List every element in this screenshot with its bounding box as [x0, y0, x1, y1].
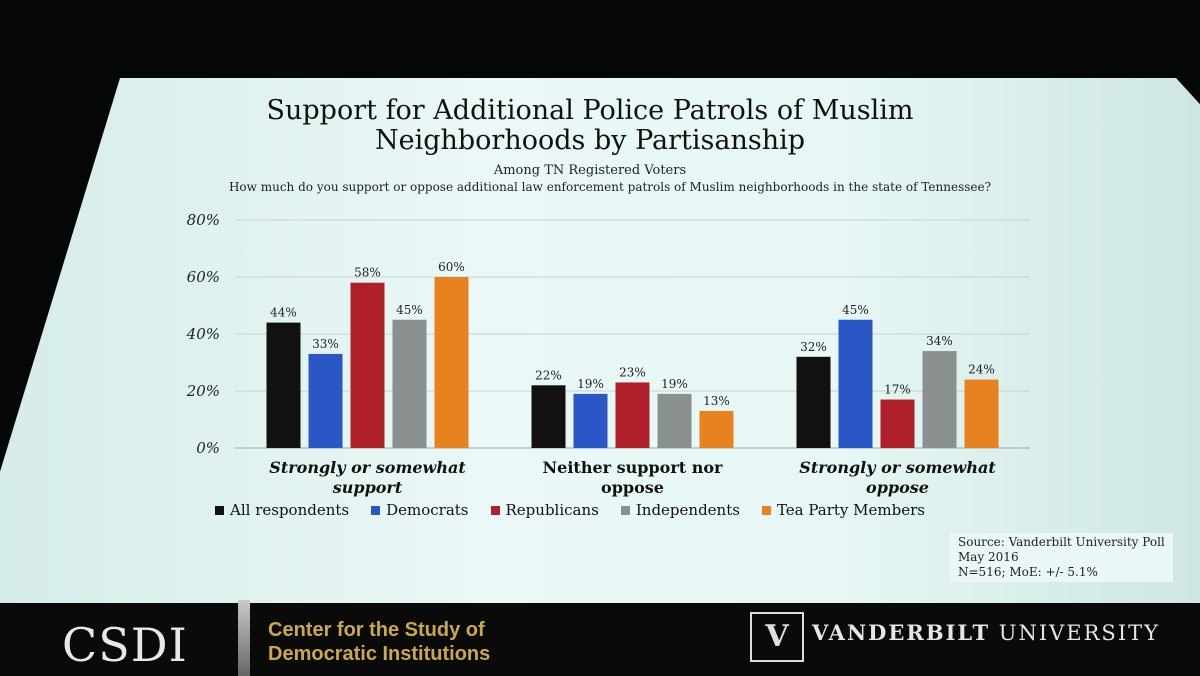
footer-band	[0, 603, 1200, 676]
csdi-logo: CSDI	[62, 618, 188, 672]
data-label: 60%	[438, 260, 465, 274]
legend-swatch	[761, 505, 771, 515]
source-date: May 2016	[958, 550, 1019, 564]
vanderbilt-name-bold: VANDERBILT	[812, 620, 991, 645]
legend-item: Republicans	[490, 501, 599, 519]
csdi-name-line1: Center for the Study of	[268, 619, 485, 641]
bar	[964, 379, 999, 448]
csdi-name-line2: Democratic Institutions	[268, 643, 491, 665]
vanderbilt-name-rest: UNIVERSITY	[990, 621, 1160, 645]
csdi-name: Center for the Study of Democratic Insti…	[268, 618, 490, 666]
vanderbilt-shield-icon: V	[750, 612, 804, 662]
legend-item: Tea Party Members	[761, 501, 925, 519]
data-label: 22%	[535, 368, 562, 382]
data-label: 24%	[968, 363, 995, 377]
data-label: 19%	[577, 377, 604, 391]
legend-item: All respondents	[215, 501, 349, 519]
data-label: 13%	[703, 394, 730, 408]
bar	[880, 399, 915, 448]
paper-sheet	[0, 78, 1200, 603]
data-label: 32%	[800, 340, 827, 354]
legend-label: All respondents	[230, 501, 350, 519]
legend-swatch	[490, 505, 500, 515]
legend-label: Independents	[635, 501, 740, 519]
bar	[266, 322, 301, 448]
x-category-label: Strongly or somewhat	[269, 458, 466, 477]
data-label: 44%	[270, 306, 297, 320]
legend-swatch	[620, 505, 630, 515]
y-tick-label: 0%	[196, 439, 220, 457]
source-note: Source: Vanderbilt University Poll May 2…	[950, 533, 1173, 582]
legend-label: Tea Party Members	[776, 501, 925, 519]
y-tick-label: 80%	[187, 211, 220, 229]
data-label: 58%	[354, 266, 381, 280]
x-category-label: oppose	[601, 478, 664, 497]
data-label: 19%	[661, 377, 688, 391]
bar	[392, 319, 427, 448]
data-label: 23%	[619, 365, 646, 379]
vanderbilt-name: VANDERBILT UNIVERSITY	[812, 620, 1160, 645]
data-label: 45%	[842, 303, 869, 317]
legend-item: Independents	[620, 501, 740, 519]
bar	[434, 277, 469, 448]
chart-title: Support for Additional Police Patrols of…	[266, 95, 914, 156]
bar	[922, 351, 957, 448]
source-line: Source: Vanderbilt University Poll	[958, 535, 1165, 549]
bar	[350, 282, 385, 448]
legend-swatch	[215, 505, 224, 515]
y-tick-label: 20%	[186, 382, 220, 400]
y-tick-label: 40%	[186, 325, 220, 343]
y-tick-label: 60%	[187, 268, 220, 286]
legend-label: Republicans	[505, 501, 599, 519]
bar	[615, 382, 650, 448]
bar	[308, 353, 343, 448]
logo-divider	[238, 600, 250, 676]
data-label: 45%	[396, 303, 423, 317]
data-label: 17%	[884, 383, 911, 397]
x-category-label: Neither support nor	[543, 458, 723, 477]
bar	[573, 393, 608, 448]
x-category-label: Strongly or somewhat	[799, 458, 996, 477]
legend: All respondents Democrats Republicans Indep…	[215, 501, 925, 519]
x-category-label: support	[332, 478, 403, 497]
data-label: 34%	[926, 334, 953, 348]
survey-question: How much do you support or oppose additi…	[228, 180, 992, 194]
legend-item: Democrats	[371, 501, 469, 519]
bar	[657, 393, 692, 448]
legend-label: Democrats	[386, 501, 469, 519]
data-label: 33%	[312, 337, 339, 351]
legend-swatch	[371, 505, 381, 515]
bar	[531, 385, 566, 448]
x-category-label: oppose	[866, 478, 929, 497]
bar	[838, 319, 873, 448]
bar	[699, 410, 734, 448]
bar	[796, 356, 831, 448]
sample-info: N=516; MoE: +/- 5.1%	[958, 565, 1098, 579]
chart-subtitle: Among TN Registered Voters	[493, 163, 687, 178]
